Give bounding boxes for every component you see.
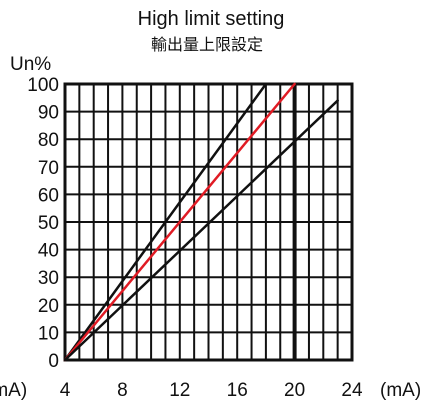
- y-tick-label: 0: [48, 351, 59, 372]
- y-axis-label: Un%: [10, 54, 51, 75]
- x-tick-label: 24: [341, 380, 363, 401]
- series-line-2: [63, 82, 296, 362]
- y-tick-label: 80: [38, 130, 59, 151]
- y-tick-label: 10: [38, 323, 59, 344]
- series-line-1: [63, 82, 268, 362]
- x-axis-unit-right: (mA): [380, 380, 421, 401]
- y-tick-label: 40: [38, 241, 59, 262]
- series-line-3: [63, 99, 339, 362]
- y-tick-labels: 0 10 20 30 40 50 60 70 80 90 100: [27, 75, 59, 372]
- series-lines: [63, 82, 339, 362]
- x-tick-label: 4: [60, 380, 71, 401]
- grid: [63, 82, 354, 362]
- chart-subtitle: 輸出量上限設定: [151, 35, 263, 54]
- x-tick-label: 16: [227, 380, 248, 401]
- plot-frame: [63, 82, 354, 362]
- x-tick-label: 20: [284, 380, 305, 401]
- y-tick-label: 50: [38, 213, 59, 234]
- y-tick-label: 20: [38, 296, 59, 317]
- y-tick-label: 90: [38, 103, 59, 124]
- y-tick-label: 30: [38, 268, 59, 289]
- x-tick-labels: 4 8 12 16 20 24: [60, 380, 363, 401]
- y-tick-label: 60: [38, 185, 59, 206]
- y-tick-label: 70: [38, 158, 59, 179]
- x-tick-label: 8: [117, 380, 128, 401]
- y-tick-label: 100: [27, 75, 59, 96]
- x-tick-label: 12: [169, 380, 190, 401]
- chart-title: High limit setting: [138, 8, 285, 30]
- x-axis-unit-left: (mA): [0, 380, 27, 401]
